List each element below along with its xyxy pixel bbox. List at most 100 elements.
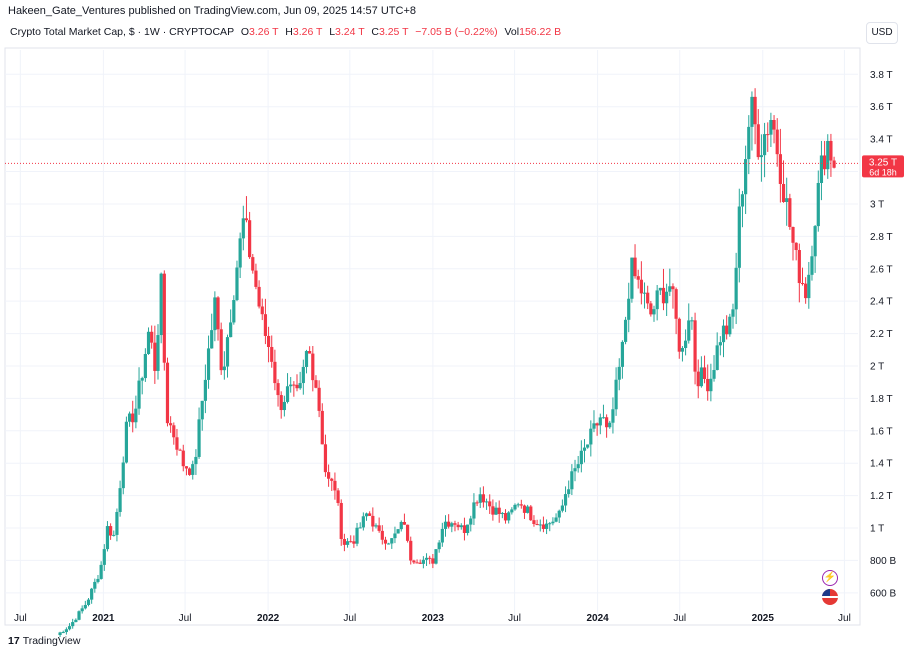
tradingview-logo: 17 TradingView (8, 635, 80, 647)
candle-body (387, 543, 391, 545)
candle-body (96, 578, 100, 582)
us-flag-icon[interactable] (822, 589, 838, 605)
candle-body (573, 468, 577, 472)
candle-body (304, 351, 309, 367)
candle-body (102, 549, 106, 565)
symbol-title[interactable]: Crypto Total Market Cap, $ · 1W · CRYPTO… (10, 26, 234, 38)
candle-body (734, 267, 738, 310)
y-tick-label: 1.6 T (870, 426, 893, 437)
candle-body (453, 523, 457, 525)
candle-body (753, 96, 757, 125)
candle-body (248, 220, 252, 258)
candle-body (424, 557, 429, 560)
candle-body (797, 250, 801, 284)
price-axis[interactable]: 600 B 800 B 1 T 1.2 T 1.4 T 1.6 T 1.8 T 2 T 2.2 … (870, 70, 896, 600)
candle-body (67, 626, 72, 630)
candle-body (646, 292, 650, 304)
candle-body (642, 292, 647, 294)
close-value: 3.25 T (378, 26, 409, 38)
y-tick-label: 2.6 T (870, 264, 893, 275)
candle-body (235, 267, 239, 301)
candle-body (548, 523, 552, 525)
time-axis[interactable]: Jul 2021 Jul 2022 Jul 2023 Jul 2024 Jul 2025 Jul (14, 613, 851, 624)
brand-name: TradingView (22, 635, 81, 647)
candle-body (222, 366, 226, 371)
open-value: 3.26 T (248, 26, 279, 38)
candle-body (567, 489, 571, 495)
candle-body (390, 538, 394, 544)
candle-body (225, 337, 230, 367)
candle-body (484, 501, 489, 503)
candle-body (137, 380, 141, 409)
candle-body (437, 542, 441, 550)
candle-body (775, 129, 779, 155)
candle-body (810, 256, 814, 275)
candle-body (83, 604, 87, 609)
candle-body (153, 342, 157, 371)
x-tick-label: 2022 (257, 613, 280, 624)
candle-body (488, 501, 492, 507)
candle-body (563, 494, 568, 506)
candle-body (762, 134, 767, 156)
bar-countdown-label: 6d 18h (869, 167, 897, 177)
candle-body (450, 523, 454, 527)
candle-body (383, 539, 388, 544)
candle-body (440, 528, 444, 543)
candle-body (579, 450, 583, 465)
currency-button[interactable]: USD (866, 22, 898, 44)
candle-body (823, 155, 827, 170)
candle-body (121, 462, 125, 489)
candle-body (143, 353, 147, 379)
candle-body (64, 629, 68, 633)
candle-body (421, 559, 425, 564)
candle-body (557, 510, 561, 518)
candle-body (127, 413, 132, 422)
candle-body (181, 450, 185, 467)
candle-body (819, 155, 824, 183)
candle-body (709, 378, 713, 392)
candle-body (301, 366, 305, 384)
candle-body (750, 96, 754, 127)
flash-icon[interactable]: ⚡ (822, 570, 838, 586)
candle-body (475, 502, 479, 504)
candle-body (462, 525, 467, 533)
candle-body (317, 387, 321, 411)
candle-body (668, 286, 672, 292)
y-tick-label: 2.8 T (870, 232, 893, 243)
candle-body (402, 521, 407, 525)
candle-body (361, 516, 365, 528)
candle-body (323, 444, 328, 473)
candle-body (428, 557, 432, 559)
candle-body (191, 464, 195, 475)
publisher-header: Hakeen_Gate_Ventures published on Tradin… (8, 5, 416, 17)
candle-body (665, 291, 669, 304)
candle-body (109, 526, 113, 536)
candle-body (371, 515, 375, 527)
candle-body (257, 286, 261, 307)
candle-body (90, 588, 94, 600)
open-label: O (240, 26, 249, 38)
candles (58, 88, 836, 638)
candle-body (589, 428, 593, 445)
candle-body (605, 417, 609, 428)
candle-body (519, 504, 523, 506)
last-price-marker: 3.25 T6d 18h (5, 155, 904, 178)
candle-body (551, 521, 555, 524)
candle-body (627, 298, 631, 320)
candle-body (554, 517, 558, 522)
candle-body (115, 511, 119, 535)
candle-body (826, 140, 830, 170)
candle-body (339, 502, 343, 539)
candle-body (112, 534, 116, 536)
candle-body (396, 529, 400, 534)
x-tick-label: 2023 (422, 613, 445, 624)
x-tick-label: Jul (343, 613, 356, 624)
candle-body (472, 502, 476, 519)
candle-body (146, 331, 151, 354)
candle-body (77, 611, 81, 620)
candle-body (279, 395, 283, 411)
candle-body (210, 330, 214, 349)
candle-body (266, 335, 271, 347)
candle-body (358, 527, 362, 529)
